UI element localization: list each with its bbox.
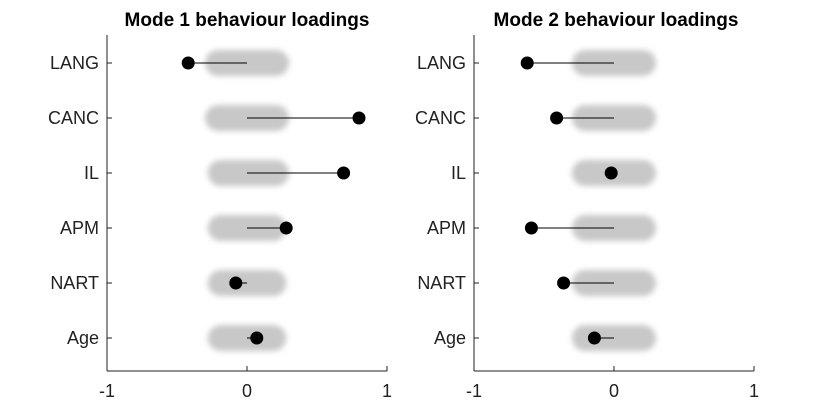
x-tick-label: 0: [609, 381, 619, 401]
x-tick-label: 1: [382, 381, 392, 401]
loading-point: [520, 56, 534, 70]
loading-point: [337, 166, 351, 180]
y-tick-label: NART: [50, 273, 99, 293]
loading-point: [550, 111, 564, 125]
mode1-panel: Mode 1 behaviour loadings LANG CANC IL APM N…: [48, 10, 392, 401]
y-tick-label: NART: [417, 273, 466, 293]
loading-point: [279, 221, 293, 235]
x-tick-label: -1: [466, 381, 482, 401]
y-tick-label: Age: [67, 328, 99, 348]
x-tick-label: 1: [749, 381, 759, 401]
y-tick-label: CANC: [48, 108, 99, 128]
loading-point: [557, 276, 571, 290]
mode1-title: Mode 1 behaviour loadings: [125, 10, 370, 31]
x-tick-label: 0: [242, 381, 252, 401]
loading-point: [181, 56, 195, 70]
loading-point: [352, 111, 366, 125]
y-tick-label: APM: [60, 218, 99, 238]
y-tick-label: APM: [427, 218, 466, 238]
y-tick-label: Age: [434, 328, 466, 348]
y-tick-label: LANG: [417, 53, 466, 73]
y-tick-label: IL: [84, 163, 99, 183]
mode2-panel: Mode 2 behaviour loadings LANG CANC IL APM N…: [415, 10, 759, 401]
loading-point: [229, 276, 243, 290]
y-tick-label: CANC: [415, 108, 466, 128]
y-tick-label: IL: [451, 163, 466, 183]
mode2-title: Mode 2 behaviour loadings: [494, 10, 739, 31]
loading-point: [587, 331, 601, 345]
loading-point: [524, 221, 538, 235]
y-tick-label: LANG: [50, 53, 99, 73]
loading-point: [604, 166, 618, 180]
loading-point: [250, 331, 264, 345]
x-tick-label: -1: [99, 381, 115, 401]
